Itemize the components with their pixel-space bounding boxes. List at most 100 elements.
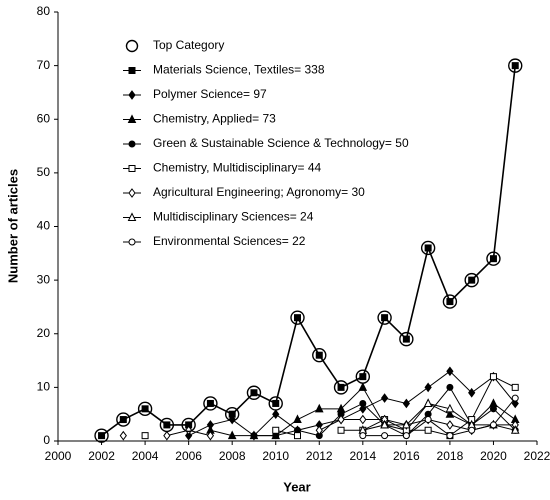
marker [402, 419, 411, 429]
series-line [188, 370, 516, 437]
marker [424, 416, 432, 424]
legend-label: Green & Sustainable Science & Technology… [153, 136, 409, 150]
series-line [362, 397, 516, 437]
top-category-marker [116, 412, 131, 427]
marker [380, 393, 389, 403]
marker [511, 383, 519, 391]
marker [294, 314, 301, 322]
top-category-marker [290, 310, 305, 325]
legend-marker [128, 165, 136, 172]
series-line [275, 429, 298, 437]
x-tick-label: 2018 [437, 449, 464, 463]
marker [294, 432, 301, 440]
marker [424, 382, 432, 393]
marker [359, 399, 367, 407]
series-line [362, 402, 516, 431]
marker [381, 314, 389, 322]
marker [315, 351, 323, 359]
marker [250, 432, 258, 440]
top-category-marker [181, 417, 196, 433]
marker [272, 409, 280, 420]
y-tick-label: 20 [37, 326, 51, 340]
top-category-marker [159, 417, 175, 433]
marker [228, 414, 236, 425]
marker [337, 426, 345, 434]
y-tick-label: 60 [37, 111, 51, 125]
marker [446, 366, 454, 377]
marker [98, 432, 106, 440]
marker [141, 405, 149, 413]
top-category-marker [94, 428, 109, 443]
marker [141, 432, 149, 440]
marker [423, 398, 433, 407]
marker [489, 405, 497, 413]
marker [510, 425, 520, 434]
marker [359, 432, 367, 440]
legend-marker [127, 114, 137, 123]
y-tick-label: 10 [37, 380, 51, 394]
marker [424, 426, 432, 434]
top-category-marker [137, 401, 153, 417]
legend-label: Materials Science, Textiles= 338 [153, 63, 325, 77]
legend-marker [128, 238, 136, 246]
x-tick-label: 2010 [262, 449, 289, 463]
top-category-marker [508, 58, 523, 73]
x-tick-label: 2014 [349, 449, 376, 463]
top-category-marker [333, 380, 349, 395]
legend-label: Multidisciplinary Sciences= 24 [153, 210, 314, 224]
legend-marker [128, 140, 136, 148]
marker [359, 373, 367, 381]
series-line [101, 65, 517, 437]
top-category-marker [203, 396, 218, 411]
marker [468, 426, 476, 434]
marker [489, 373, 497, 381]
marker [185, 425, 193, 436]
x-tick-label: 2002 [88, 449, 115, 463]
top-category-marker [246, 385, 262, 400]
top-category-marker [224, 406, 240, 422]
y-tick-label: 50 [37, 165, 51, 179]
marker [293, 414, 302, 424]
marker [206, 399, 214, 407]
marker [358, 382, 368, 391]
top-category-marker [355, 369, 371, 384]
marker [272, 399, 280, 407]
y-tick-label: 0 [43, 433, 50, 447]
marker [314, 403, 324, 413]
legend-marker [128, 90, 136, 100]
marker [445, 409, 455, 418]
x-tick-label: 2020 [480, 449, 507, 463]
x-tick-label: 2008 [219, 449, 246, 463]
marker [163, 430, 171, 441]
legend-marker [128, 188, 136, 198]
marker [380, 419, 389, 429]
marker [359, 403, 367, 414]
marker [119, 430, 127, 441]
x-tick-label: 2006 [175, 449, 202, 463]
x-tick-label: 2000 [45, 449, 72, 463]
legend-marker [127, 212, 137, 221]
marker [185, 430, 193, 441]
legend-marker [125, 39, 139, 53]
y-tick-label: 30 [37, 272, 51, 286]
marker [315, 425, 323, 436]
legend-marker [128, 67, 136, 74]
marker [489, 255, 497, 263]
marker [227, 430, 237, 440]
x-tick-label: 2004 [132, 449, 159, 463]
y-tick-label: 40 [37, 219, 51, 233]
marker [206, 430, 215, 441]
legend-label: Environmental Sciences= 22 [153, 234, 306, 248]
marker [402, 398, 410, 409]
y-axis-title: Number of articles [5, 169, 20, 283]
legend-label: Top Category [153, 38, 224, 52]
marker [402, 432, 410, 440]
legend-label: Agricultural Engineering; Agronomy= 30 [153, 185, 365, 199]
marker [511, 398, 519, 409]
top-category-marker [399, 331, 414, 347]
x-tick-label: 2022 [524, 449, 550, 463]
y-tick-label: 70 [37, 58, 51, 72]
marker [381, 432, 389, 440]
marker [402, 335, 410, 343]
marker [489, 421, 497, 429]
